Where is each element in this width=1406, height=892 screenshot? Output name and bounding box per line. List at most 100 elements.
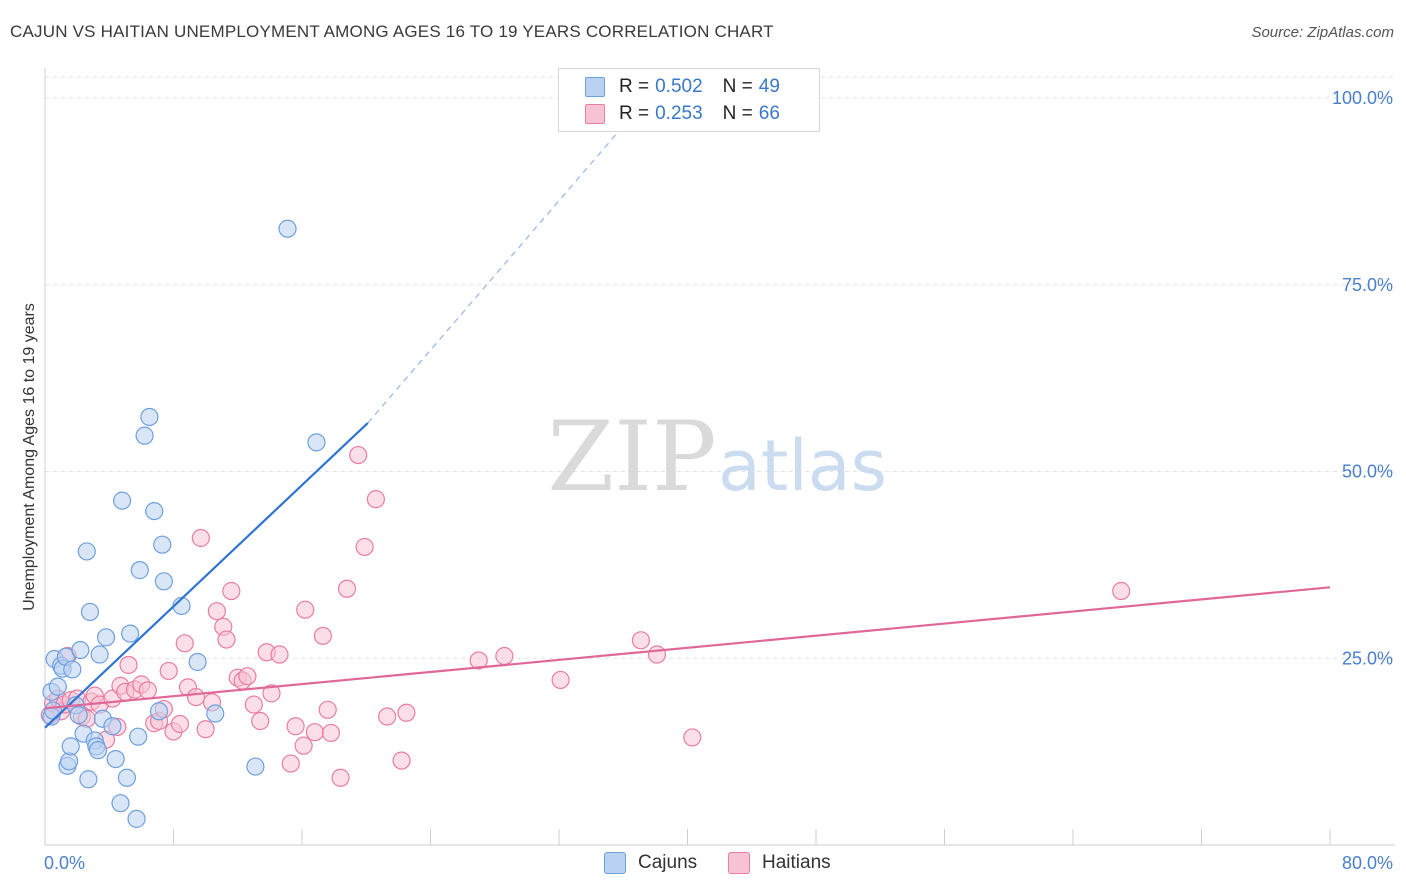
cajuns-point-25 [103,717,122,736]
haitians-point-57 [355,537,374,557]
haitians-point-54 [331,768,350,787]
legend-row-cajuns: R = 0.502 N = 49 [585,75,780,99]
cajuns-point-9 [59,752,79,771]
legend-item-cajuns[interactable]: Cajuns [604,852,697,874]
y-axis-label: Unemployment Among Ages 16 to 19 years [21,303,38,611]
haitians-point-32 [196,720,215,739]
y-tick-label-75: 75.0% [1342,275,1393,295]
cajuns-point-34 [135,426,154,445]
cajuns-point-42 [206,704,225,723]
haitians-point-46 [281,754,300,773]
haitians-legend-swatch [728,852,750,874]
cajuns-point-44 [278,219,297,238]
x-tick-label-max: 80.0% [1342,853,1393,873]
watermark: ZIP atlas [547,401,887,513]
cajuns-point-18 [80,602,100,622]
n-label: N = [722,76,753,97]
cajuns-point-11 [63,660,82,679]
r-label: R = [619,103,650,124]
x-tick-label-min: 0.0% [44,853,85,873]
cajuns-swatch [585,77,605,97]
watermark-zip: ZIP [547,401,716,513]
haitians-point-36 [217,630,236,649]
haitians-point-50 [305,723,324,742]
r-label: R = [619,76,650,97]
haitians-point-34 [207,602,226,621]
haitians-point-41 [244,695,263,714]
cajuns-point-2 [43,701,63,720]
haitians-point-30 [186,687,206,707]
haitians-point-65 [631,631,651,650]
cajuns-point-37 [149,702,169,721]
cajuns-legend-label: Cajuns [638,852,698,873]
cajuns-point-35 [140,407,159,427]
cajuns-point-13 [69,705,88,725]
gridlines [45,76,1395,659]
chart-title: CAJUN VS HAITIAN UNEMPLOYMENT AMONG AGES… [10,22,774,41]
haitians-point-62 [469,651,488,670]
haitians-point-58 [366,490,385,509]
cajuns-point-29 [117,768,137,787]
haitians-point-25 [159,661,178,681]
haitians-point-52 [318,700,337,719]
cajuns-point-31 [127,809,146,828]
tick-labels: 25.0% 50.0% 75.0% 100.0% 0.0% 80.0% [44,88,1393,873]
cajuns-trend-line [44,422,369,729]
axes [44,68,1395,846]
haitians-trend-line [44,586,1331,710]
haitians-point-51 [313,626,332,645]
watermark-atlas: atlas [718,425,887,507]
legend-row-haitians: R = 0.253 N = 66 [585,102,780,126]
n-label: N = [722,103,753,124]
haitians-point-66 [647,645,667,664]
y-tick-label-100: 100.0% [1332,88,1393,108]
haitians-point-37 [222,581,241,601]
cajuns-trend-extension [367,97,648,424]
haitians-point-47 [286,717,305,736]
cajuns-point-27 [111,794,130,813]
haitians-point-28 [175,634,194,653]
haitians-point-68 [1112,581,1131,601]
haitians-point-42 [251,711,270,731]
haitians-point-27 [170,714,190,734]
y-tick-label-50: 50.0% [1342,462,1393,482]
haitians-point-59 [378,707,397,726]
haitians-point-67 [683,728,702,747]
cajuns-point-38 [153,535,172,554]
haitians-point-61 [397,703,416,722]
haitians-point-49 [296,600,315,619]
series-legend: Cajuns Haitians [0,852,1406,878]
cajuns-point-17 [79,770,98,789]
haitians-point-55 [337,579,357,598]
haitians-point-18 [119,655,138,675]
haitians-point-64 [551,670,570,690]
legend-item-haitians[interactable]: Haitians [728,852,831,874]
cajuns-point-4 [48,677,67,696]
trend-lines [44,97,1331,729]
haitians-point-45 [270,645,289,664]
r-value: 0.253 [655,103,703,124]
haitians-swatch [585,104,605,124]
cajuns-point-41 [188,652,207,672]
y-tick-label-25: 25.0% [1342,648,1393,668]
cajuns-points [42,219,326,828]
haitians-point-60 [392,751,411,770]
n-value: 49 [758,76,780,97]
cajuns-point-14 [71,640,90,660]
cajuns-point-16 [77,542,96,561]
haitians-point-40 [238,667,257,686]
cajuns-point-43 [246,757,265,776]
haitians-point-44 [262,684,281,703]
cajuns-point-28 [112,491,132,510]
r-value: 0.502 [655,76,703,97]
haitians-point-53 [321,723,341,743]
cajuns-point-39 [154,572,173,591]
cajuns-point-33 [130,561,149,580]
cajuns-point-10 [61,737,80,756]
source-label: Source: ZipAtlas.com [1251,24,1394,41]
haitians-legend-label: Haitians [762,852,831,873]
cajuns-point-32 [129,727,148,746]
cajuns-point-26 [106,749,125,769]
cajuns-legend-swatch [604,852,626,874]
